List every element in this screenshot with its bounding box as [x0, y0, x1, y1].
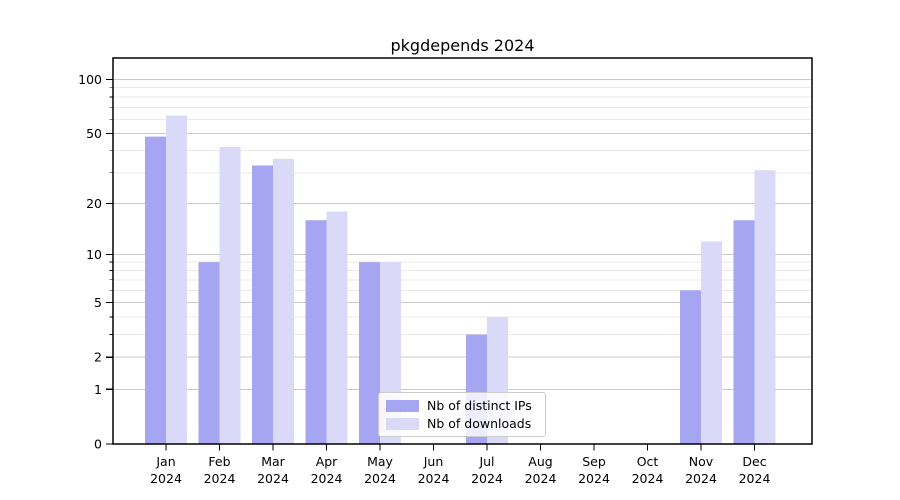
y-tick-label: 10 [86, 247, 102, 262]
bar-downloads-feb [219, 146, 241, 444]
x-tick-label-year: 2024 [525, 471, 557, 486]
legend-label-downloads: Nb of downloads [427, 416, 532, 431]
x-tick-label-month: Sep [582, 454, 606, 469]
bar-ips-dec [733, 220, 755, 444]
x-tick-label-month: Dec [742, 454, 766, 469]
x-tick-label-year: 2024 [364, 471, 396, 486]
x-tick-label-year: 2024 [418, 471, 450, 486]
legend: Nb of distinct IPs Nb of downloads [378, 392, 546, 437]
bar-downloads-mar [273, 158, 294, 444]
bar-ips-may [359, 262, 380, 444]
bar-downloads-nov [701, 241, 722, 444]
x-tick-label-year: 2024 [257, 471, 289, 486]
x-tick-label-month: Aug [528, 454, 552, 469]
y-tick-label: 2 [94, 350, 102, 365]
x-tick-label-year: 2024 [739, 471, 771, 486]
bar-ips-mar [252, 165, 273, 444]
x-tick-label-year: 2024 [685, 471, 717, 486]
x-tick-label-year: 2024 [471, 471, 503, 486]
x-tick-label-month: Feb [208, 454, 230, 469]
x-tick-label-month: Nov [689, 454, 714, 469]
y-tick-label: 0 [94, 437, 102, 452]
legend-label-distinct-ips: Nb of distinct IPs [427, 398, 532, 413]
x-tick-label-month: Apr [316, 454, 338, 469]
bar-downloads-apr [326, 211, 348, 444]
y-tick-label: 20 [86, 196, 102, 211]
x-tick-label-month: May [367, 454, 393, 469]
x-tick-label-year: 2024 [150, 471, 182, 486]
bar-ips-apr [305, 220, 327, 444]
x-tick-label-month: Mar [261, 454, 285, 469]
x-tick-label-year: 2024 [204, 471, 236, 486]
y-tick-label: 50 [86, 126, 102, 141]
bar-ips-jan [145, 136, 166, 444]
bar-ips-nov [680, 290, 701, 444]
legend-item-distinct-ips: Nb of distinct IPs [386, 398, 538, 413]
x-tick-label-year: 2024 [311, 471, 343, 486]
chart-title: pkgdepends 2024 [390, 36, 535, 55]
legend-item-downloads: Nb of downloads [386, 416, 538, 431]
x-tick-label-month: Jan [155, 454, 175, 469]
bar-downloads-dec [754, 170, 776, 445]
y-tick-label: 1 [94, 382, 102, 397]
x-tick-label-year: 2024 [632, 471, 664, 486]
x-tick-label-month: Oct [637, 454, 659, 469]
x-tick-label-month: Jun [423, 454, 444, 469]
legend-swatch-downloads [386, 417, 419, 430]
x-tick-label-month: Jul [478, 454, 494, 469]
axes-spines [112, 57, 813, 445]
bar-downloads-jan [166, 115, 187, 444]
y-tick-label: 100 [78, 72, 102, 87]
x-tick-label-year: 2024 [578, 471, 610, 486]
bar-ips-feb [198, 262, 220, 444]
legend-swatch-distinct-ips [386, 399, 419, 412]
y-tick-label: 5 [94, 295, 102, 310]
